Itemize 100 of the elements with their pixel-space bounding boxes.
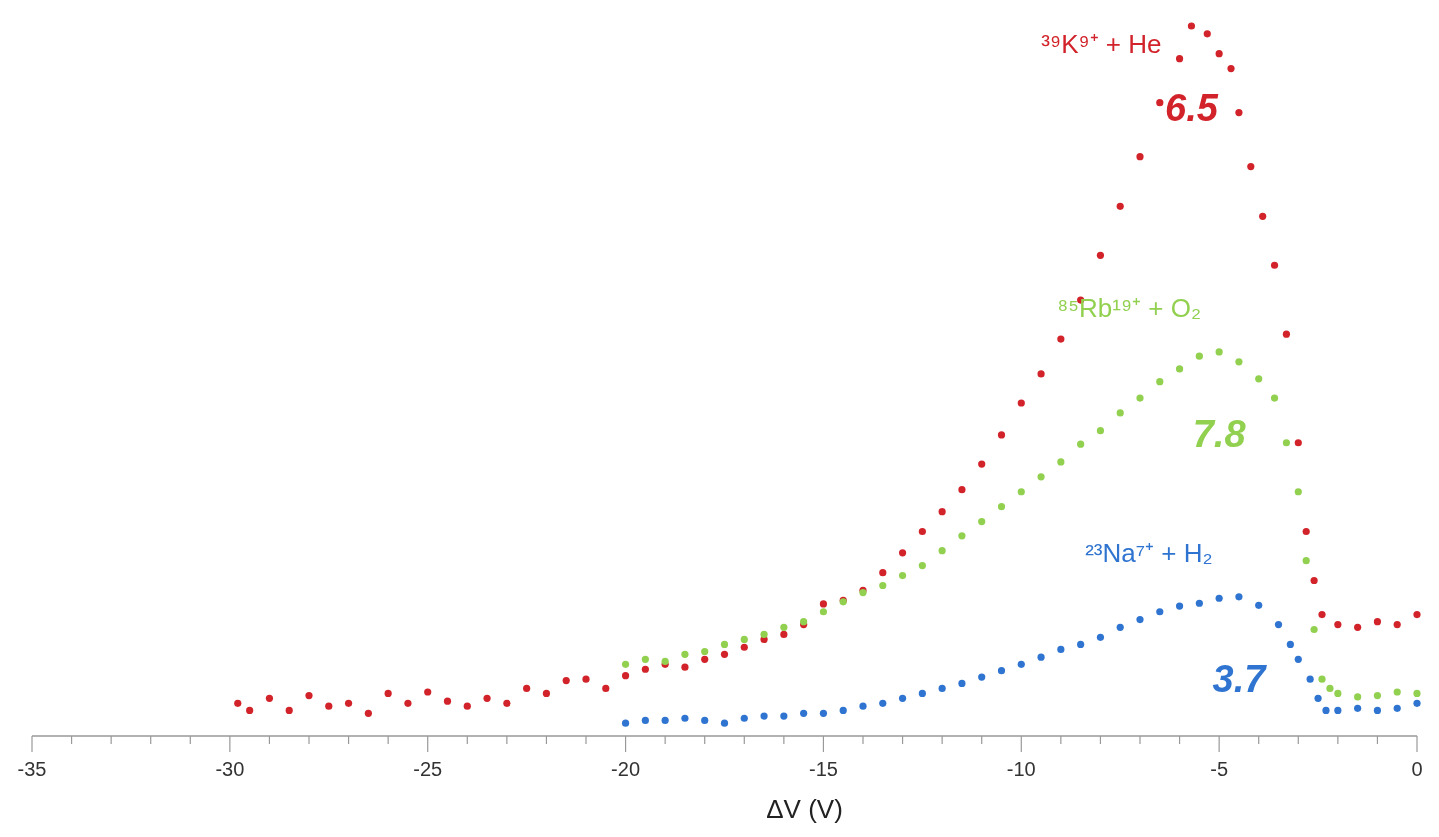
point [1294, 655, 1302, 663]
point [661, 716, 669, 724]
point [621, 660, 630, 668]
point [1393, 688, 1401, 696]
point [997, 503, 1006, 511]
point [898, 694, 907, 702]
x-tick-label: -30 [215, 758, 245, 780]
point [740, 635, 748, 644]
point [1136, 615, 1144, 624]
point [1334, 706, 1342, 715]
point [1310, 625, 1318, 634]
point [1302, 557, 1310, 565]
point [1037, 653, 1045, 661]
point [800, 709, 808, 717]
point [1057, 458, 1065, 466]
x-tick-label: -5 [1210, 758, 1229, 780]
point [1306, 675, 1314, 683]
point [780, 623, 788, 631]
point [1077, 640, 1085, 648]
point [1318, 675, 1326, 683]
point [978, 517, 986, 526]
x-axis-title: ΔV (V) [766, 794, 843, 824]
point [978, 673, 986, 681]
series-label: ⁸⁵Rb¹⁹⁺ + O₂ [1057, 292, 1202, 323]
point [1017, 660, 1025, 668]
point [1393, 704, 1401, 712]
point [760, 712, 768, 720]
x-tick-label: -15 [808, 758, 838, 780]
point [1413, 689, 1421, 697]
point [1215, 594, 1223, 602]
point [1314, 694, 1322, 702]
point [681, 650, 689, 658]
point [1116, 623, 1124, 631]
point [898, 571, 907, 580]
point [1096, 633, 1105, 641]
point [701, 647, 709, 656]
point [1235, 358, 1243, 366]
point [1116, 409, 1124, 417]
x-tick-label: -20 [611, 758, 641, 780]
x-tick-label: 0 [1411, 758, 1423, 780]
point [1017, 488, 1025, 496]
point [1195, 352, 1203, 360]
point [641, 716, 649, 724]
point [938, 684, 946, 693]
point [1282, 439, 1291, 447]
point [1195, 599, 1203, 607]
point [1373, 691, 1382, 700]
x-tick-label: -10 [1006, 758, 1036, 780]
point [859, 702, 867, 710]
point [720, 640, 729, 648]
point [1255, 375, 1263, 383]
point [1334, 689, 1342, 697]
point [879, 581, 887, 590]
point [1057, 645, 1065, 653]
point [1175, 365, 1184, 373]
point [641, 655, 649, 663]
point [1255, 601, 1263, 609]
series-label: ²³Na⁷⁺ + H₂ [1085, 537, 1213, 568]
point [958, 679, 966, 688]
point [681, 714, 689, 722]
point [918, 689, 926, 697]
point [819, 709, 828, 717]
point [1270, 394, 1279, 402]
point [997, 667, 1006, 675]
annotation: 3.7 [1212, 657, 1268, 700]
point [879, 699, 887, 707]
point [1156, 378, 1164, 386]
annotation: 6.5 [1165, 87, 1219, 130]
point [1354, 704, 1362, 712]
point [720, 719, 729, 727]
point [621, 719, 630, 727]
point [1326, 684, 1334, 693]
point [958, 532, 966, 540]
point [1274, 620, 1283, 629]
point [780, 712, 788, 720]
point [1096, 427, 1105, 435]
x-tick-label: -25 [413, 758, 443, 780]
series-label: ³⁹K⁹⁺ + He [1041, 29, 1162, 59]
point [1294, 488, 1302, 496]
point [918, 562, 926, 570]
point [1077, 440, 1085, 448]
point [701, 716, 709, 724]
point [938, 547, 946, 555]
point [1136, 394, 1144, 402]
point [1175, 602, 1184, 610]
point [1413, 699, 1421, 707]
point [1156, 608, 1164, 616]
point [1322, 706, 1330, 715]
point [839, 706, 847, 715]
point [1373, 706, 1382, 715]
annotation: 7.8 [1192, 412, 1247, 455]
point [760, 630, 768, 639]
point [1286, 640, 1294, 648]
point [1354, 693, 1362, 701]
point [1215, 348, 1223, 356]
point [1037, 473, 1045, 481]
point [740, 714, 748, 722]
point [819, 608, 828, 616]
x-tick-label: -35 [17, 758, 47, 780]
point [1235, 593, 1243, 601]
